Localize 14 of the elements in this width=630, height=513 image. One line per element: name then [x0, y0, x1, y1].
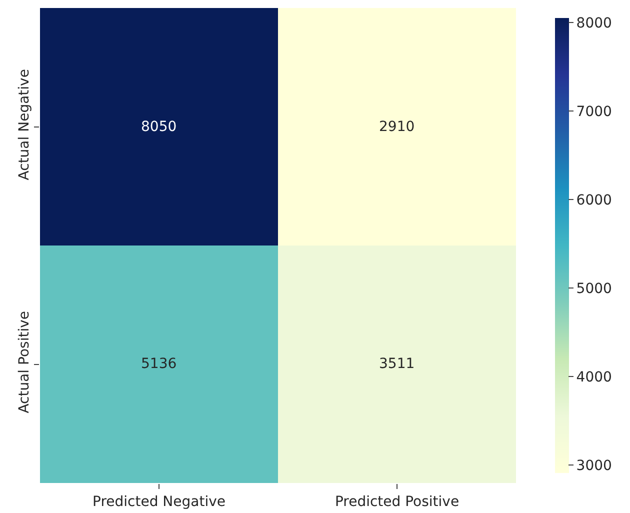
y-tick-label: Actual Negative — [16, 69, 32, 180]
color-bar-label: 7000 — [576, 104, 612, 120]
data-label: 2910 — [379, 119, 415, 135]
y-tick-label: Actual Positive — [16, 311, 32, 414]
color-bar-label: 8000 — [576, 15, 612, 32]
data-label: 5136 — [141, 356, 177, 372]
x-tick-label: Predicted Positive — [334, 494, 460, 510]
data-label: 3511 — [379, 356, 415, 372]
color-bar-label: 4000 — [576, 369, 612, 386]
color-bar-label: 5000 — [576, 280, 612, 297]
color-bar-label: 6000 — [576, 192, 612, 208]
data-label: 8050 — [141, 119, 177, 135]
color-bar-label: 3000 — [576, 458, 612, 474]
x-tick-label: Predicted Negative — [92, 494, 226, 510]
